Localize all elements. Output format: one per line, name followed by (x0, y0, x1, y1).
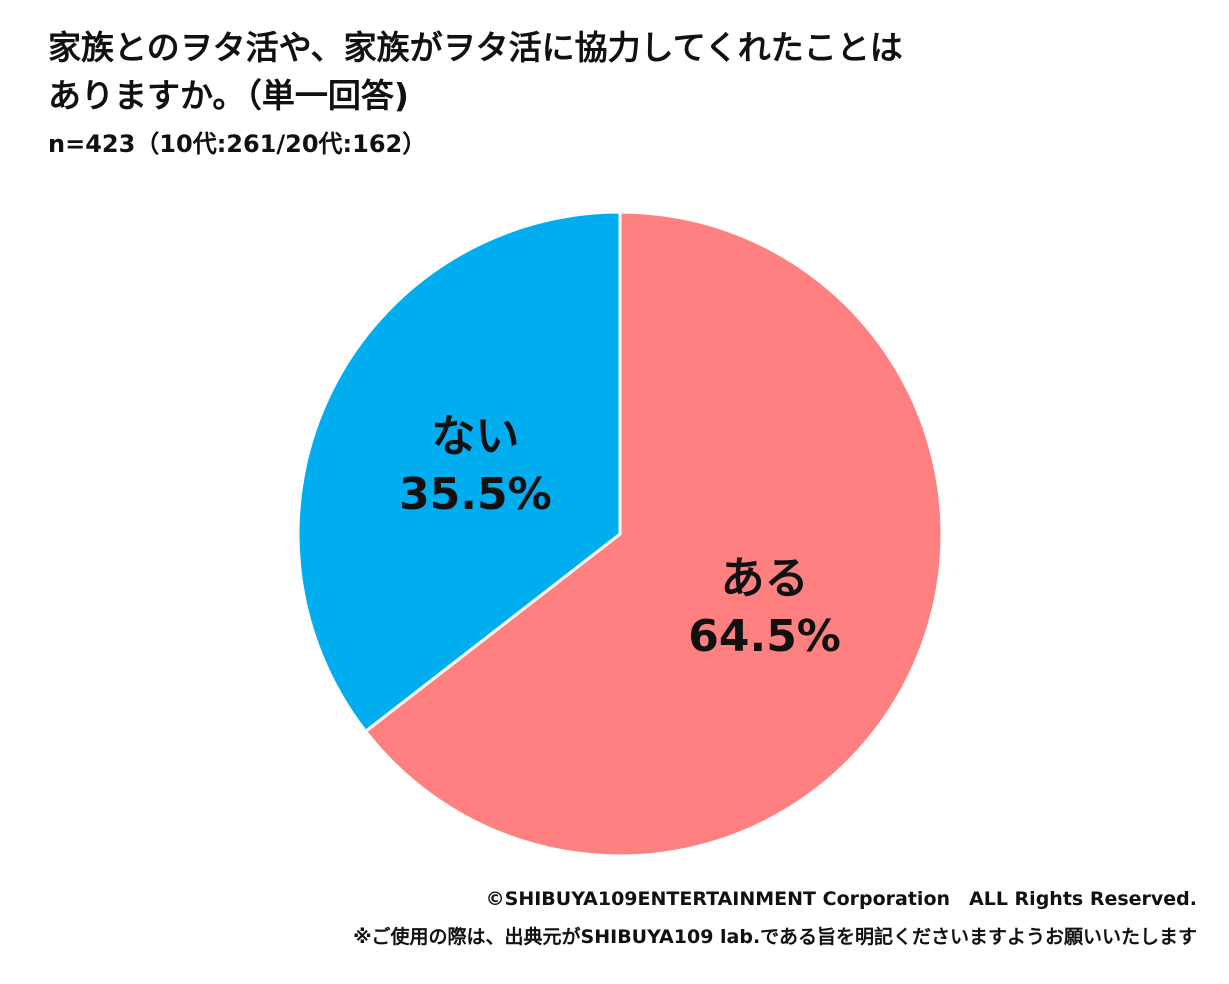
chart-title: 家族とのヲタ活や、家族がヲタ活に協力してくれたことは ありますか。（単一回答) (48, 24, 1198, 120)
usage-note: ※ご使用の際は、出典元がSHIBUYA109 lab.である旨を明記くださいます… (353, 926, 1197, 948)
slice-value-1: 64.5% (688, 611, 841, 662)
slice-label-1: ある (721, 553, 809, 604)
sample-size: n=423（10代:261/20代:162） (48, 130, 427, 158)
pie-slice-1 (363, 210, 944, 858)
slice-label-2: ない (431, 411, 519, 462)
copyright-text: ©SHIBUYA109ENTERTAINMENT Corporation ALL… (485, 888, 1197, 910)
chart-title-line1: 家族とのヲタ活や、家族がヲタ活に協力してくれたことは (48, 28, 903, 67)
pie-slice-2 (296, 210, 622, 734)
chart-title-line2: ありますか。（単一回答) (48, 76, 409, 115)
slice-value-2: 35.5% (399, 469, 552, 520)
